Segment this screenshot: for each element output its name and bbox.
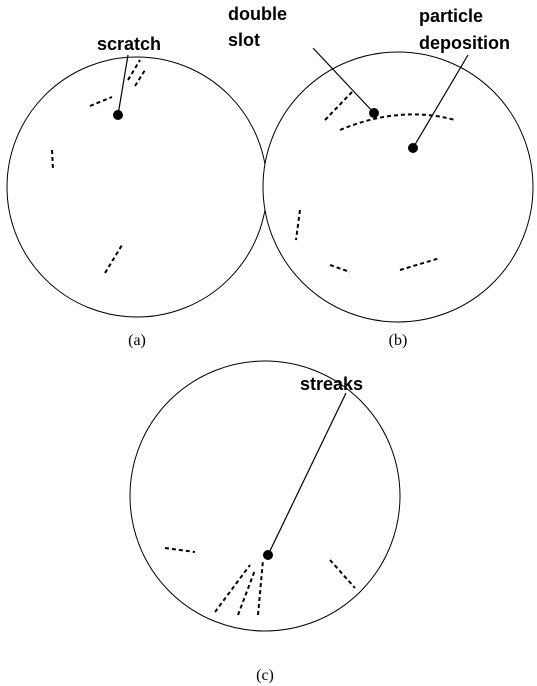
- callout-dot: [369, 108, 379, 118]
- panel-label: (b): [389, 332, 408, 349]
- callout-text: streaks: [300, 374, 363, 394]
- callout-text: double: [228, 4, 287, 24]
- page: scratch double slot particle deposition …: [0, 0, 537, 686]
- panel-label: (c): [256, 667, 274, 684]
- callout-text: scratch: [97, 34, 161, 54]
- callout-dot: [263, 550, 273, 560]
- callout-text: deposition: [419, 33, 510, 53]
- callout-text: slot: [228, 30, 260, 50]
- callout-text: particle: [419, 6, 483, 26]
- figure: scratch double slot particle deposition …: [0, 0, 537, 686]
- callout-dot: [408, 143, 418, 153]
- wafer-b: [263, 52, 533, 322]
- wafer-c: [130, 361, 400, 631]
- callout-dot: [113, 110, 123, 120]
- panel-label: (a): [128, 332, 146, 349]
- wafer-a: [7, 57, 267, 317]
